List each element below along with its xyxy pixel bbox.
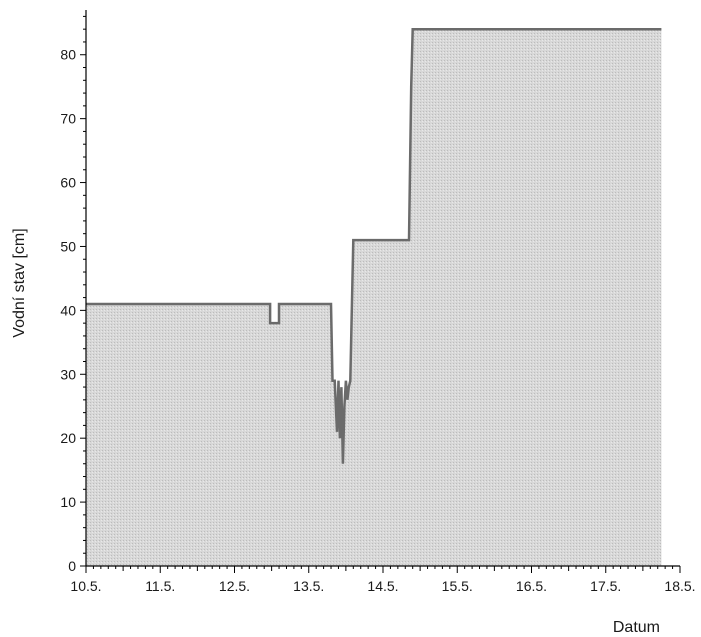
y-tick-label: 0 bbox=[68, 558, 76, 574]
x-tick-label: 17.5. bbox=[590, 578, 621, 594]
x-axis-title: Datum bbox=[613, 619, 660, 636]
x-tick-label: 18.5. bbox=[664, 578, 695, 594]
x-tick-label: 14.5. bbox=[367, 578, 398, 594]
x-tick-label: 13.5. bbox=[293, 578, 324, 594]
y-tick-label: 40 bbox=[60, 302, 76, 318]
y-tick-label: 50 bbox=[60, 238, 76, 254]
x-tick-label: 12.5. bbox=[219, 578, 250, 594]
y-axis-title: Vodní stav [cm] bbox=[11, 228, 28, 337]
area-fill-0 bbox=[86, 29, 662, 566]
y-tick-label: 70 bbox=[60, 111, 76, 127]
area-series-layer bbox=[86, 27, 662, 566]
axes-layer bbox=[80, 10, 681, 573]
series-line-0 bbox=[86, 27, 662, 464]
y-tick-label: 30 bbox=[60, 366, 76, 382]
x-tick-label: 11.5. bbox=[145, 578, 175, 594]
y-tick-label: 20 bbox=[60, 430, 76, 446]
x-tick-label: 15.5. bbox=[442, 578, 473, 594]
x-tick-label: 10.5. bbox=[70, 578, 101, 594]
x-tick-label: 16.5. bbox=[516, 578, 547, 594]
labels-layer: 0 10 20 30 40 50 60 70 80 10.5. 11.5. 12.5. 13.5. 14.… bbox=[60, 47, 695, 594]
y-tick-label: 80 bbox=[60, 47, 76, 63]
y-tick-label: 10 bbox=[60, 494, 76, 510]
y-tick-label: 60 bbox=[60, 175, 76, 191]
